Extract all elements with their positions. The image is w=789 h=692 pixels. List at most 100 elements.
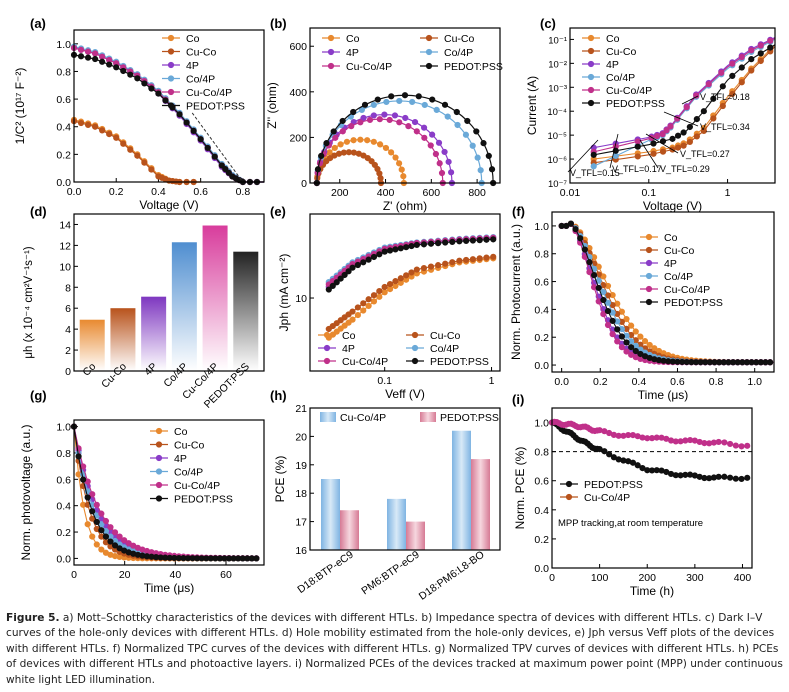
data-point [490,253,497,260]
x-tick-label: 1 [489,375,495,387]
data-point [354,261,361,269]
data-point [767,37,774,44]
data-point [381,283,388,291]
y-tick-label: 0.0 [56,177,71,189]
legend-marker [411,331,419,339]
legend-marker [587,60,595,68]
data-point [360,307,367,314]
legend-label: PEDOT:PSS [664,297,723,309]
data-point [89,491,96,498]
annotation-arrow [681,95,699,105]
data-point [738,475,745,483]
data-point [102,533,110,540]
x-axis-label: Time (μs) [638,388,688,402]
y-tick-label: 0.6 [534,277,549,289]
data-point [628,351,635,358]
y-tick-label: 0.2 [534,332,549,344]
data-point [374,96,381,103]
data-point [93,501,100,508]
x-tick-label: 400 [734,572,752,584]
data-point [107,538,114,545]
legend-label: Cu-Co [444,33,475,45]
data-point [693,92,700,99]
data-point [386,286,394,293]
legend-swatch [320,412,336,422]
data-point [629,459,637,466]
data-point [337,275,344,282]
legend-label: Cu-Co/4P [186,87,232,99]
legend-marker [425,34,433,42]
data-point [420,124,428,131]
legend-label: Cu-Co/4P [340,412,386,424]
data-point [326,155,334,162]
data-point [366,116,374,124]
y-tick-label: 2 [65,345,71,357]
x-tick-label: 0.8 [709,376,724,388]
data-point [314,166,322,173]
legend-label: Cu-Co [664,245,695,257]
data-point [680,142,687,149]
data-point [445,158,452,165]
data-point [456,238,463,245]
data-point [340,149,348,156]
data-point [89,533,96,540]
data-point [333,328,340,335]
data-point [98,510,105,517]
data-point [323,140,330,147]
data-point [700,127,707,135]
legend-marker [411,344,419,352]
legend-marker [587,86,595,94]
legend-marker [167,102,175,109]
legend-marker [645,246,653,254]
data-point [420,241,428,248]
data-point [125,540,132,547]
data-point [391,112,399,119]
data-point [433,106,440,113]
y-tick-label: 0.4 [534,304,549,316]
data-point [120,67,127,75]
data-point [341,322,348,329]
data-point [365,296,372,303]
y-axis-label: Norm. photovoltage (a.u.) [19,424,33,560]
x-tick-label: 300 [686,572,704,584]
x-tick-label: 200 [331,187,349,199]
data-point [354,311,361,319]
legend-marker [155,427,163,435]
data-point [77,119,85,127]
x-tick-label: 400 [377,187,395,199]
y-tick-label: 10⁻⁷ [548,179,568,190]
bar [79,319,105,371]
data-point [134,75,141,82]
y-tick-label: 0.8 [56,66,71,78]
data-point [674,132,682,139]
data-point [729,72,736,79]
data-point [92,123,99,130]
x-axis-label: Time (μs) [144,581,194,595]
data-point [609,317,616,324]
y-tick-label: 19 [295,460,307,472]
panel-label: (i) [512,392,524,407]
data-point [480,140,487,147]
data-point [345,319,352,326]
data-point [748,67,755,74]
data-point [757,57,764,65]
legend-label: PEDOT:PSS [430,356,489,368]
data-point [121,537,128,544]
panel-label: (f) [512,204,525,219]
legend-marker [645,259,653,267]
y-tick-label: 12 [59,240,71,252]
legend-marker [565,480,573,488]
y-tick-label: 17 [295,517,307,529]
data-point [637,333,644,340]
legend-marker [167,75,175,82]
data-point [98,546,105,553]
data-point [370,138,377,145]
x-tick-label: 0.4 [151,186,166,198]
bar [141,296,167,371]
x-tick-label: 600 [423,187,441,199]
data-point [403,244,410,251]
data-point [618,333,625,340]
data-point [345,268,352,275]
legend-marker [167,34,175,42]
